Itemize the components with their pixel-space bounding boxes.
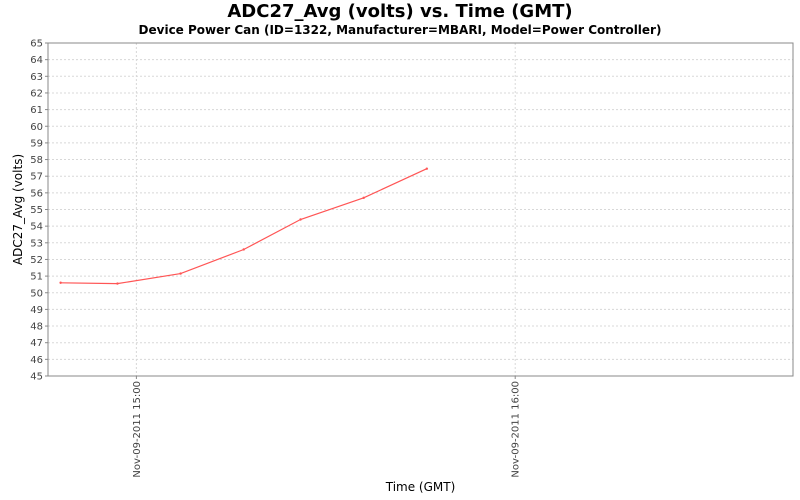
x-tick-label: Nov-09-2011 16:00 xyxy=(511,381,522,478)
data-point xyxy=(179,272,182,275)
data-point xyxy=(242,248,245,251)
y-axis-label: ADC27_Avg (volts) xyxy=(11,154,25,265)
y-tick-label: 59 xyxy=(30,138,43,149)
chart-title: ADC27_Avg (volts) vs. Time (GMT) xyxy=(227,1,573,22)
y-tick-label: 47 xyxy=(30,338,43,349)
y-tick-label: 55 xyxy=(30,205,43,216)
x-axis-label: Time (GMT) xyxy=(385,480,456,494)
y-tick-label: 49 xyxy=(30,305,43,316)
plot-frame xyxy=(47,42,794,377)
y-tick-label: 64 xyxy=(30,55,43,66)
y-tick-label: 45 xyxy=(30,372,43,383)
y-tick-label: 62 xyxy=(30,88,43,99)
data-point xyxy=(362,196,365,200)
data-point xyxy=(59,281,62,284)
y-tick-label: 48 xyxy=(30,322,43,333)
y-tick-label: 50 xyxy=(30,288,43,299)
data-point xyxy=(425,167,429,170)
y-tick-label: 51 xyxy=(30,272,43,283)
data-point xyxy=(299,218,302,221)
y-tick-label: 61 xyxy=(30,105,43,116)
y-tick-label: 58 xyxy=(30,155,43,166)
y-tick-label: 52 xyxy=(30,255,43,266)
y-tick-label: 53 xyxy=(30,238,43,249)
y-tick-label: 57 xyxy=(30,172,43,183)
y-tick-label: 63 xyxy=(30,72,43,83)
y-tick-label: 54 xyxy=(30,222,43,233)
data-point xyxy=(116,282,119,285)
y-tick-label: 65 xyxy=(30,39,43,50)
chart-subtitle: Device Power Can (ID=1322, Manufacturer=… xyxy=(138,23,662,37)
x-tick-label: Nov-09-2011 15:00 xyxy=(132,381,143,478)
y-tick-label: 46 xyxy=(30,355,43,366)
y-tick-label: 60 xyxy=(30,122,43,133)
y-tick-label: 56 xyxy=(30,188,43,199)
